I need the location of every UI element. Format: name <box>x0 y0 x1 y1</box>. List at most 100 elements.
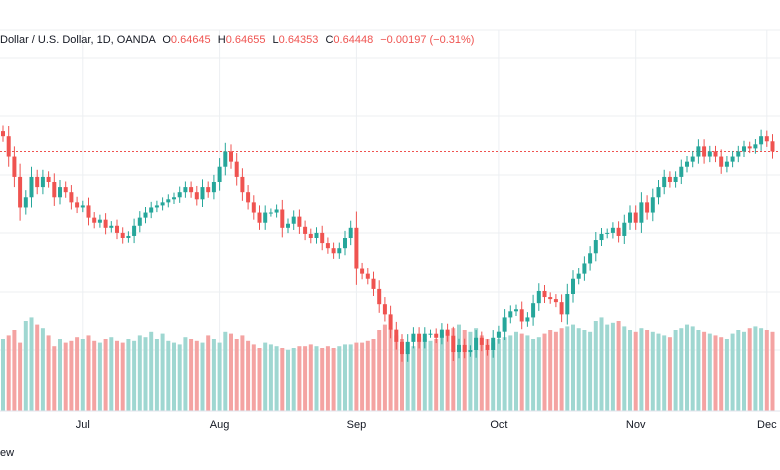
candle-body <box>126 235 131 238</box>
candle-body <box>702 146 707 157</box>
volume-bar <box>183 337 188 411</box>
volume-bar <box>320 348 325 411</box>
volume-bar <box>103 339 108 411</box>
candle-body <box>673 176 678 182</box>
candle-body <box>12 156 17 177</box>
volume-bar <box>394 335 399 411</box>
volume-bar <box>479 335 484 411</box>
x-tick-label: Sep <box>347 419 367 431</box>
candle-body <box>308 233 313 238</box>
candle-body <box>263 212 268 223</box>
volume-bar <box>639 328 644 411</box>
volume-bar <box>286 349 290 411</box>
volume-bar <box>268 344 273 411</box>
candle-body <box>764 136 769 142</box>
candle-body <box>183 187 188 193</box>
volume-bar <box>240 335 245 411</box>
volume-bar <box>451 328 456 411</box>
volume-bar <box>582 330 587 411</box>
candle-body <box>132 225 137 236</box>
close-label: C <box>325 34 333 46</box>
volume-bar <box>69 340 74 411</box>
volume-bars <box>1 317 775 411</box>
volume-bar <box>445 331 450 411</box>
volume-bar <box>405 342 410 411</box>
volume-bar <box>747 328 752 411</box>
candle-body <box>645 202 650 213</box>
volume-bar <box>713 335 718 411</box>
candle-body <box>154 205 159 208</box>
candle-body <box>320 232 325 244</box>
candle-body <box>109 225 114 228</box>
candle-body <box>690 156 695 162</box>
volume-bar <box>759 328 764 411</box>
candle-body <box>388 314 393 330</box>
volume-bar <box>502 337 507 411</box>
volume-bar <box>337 346 342 411</box>
candle-body <box>593 240 598 254</box>
candle-body <box>223 151 228 167</box>
volume-bar <box>217 342 222 411</box>
candle-body <box>730 156 735 162</box>
candle-body <box>548 297 553 300</box>
volume-bar <box>565 326 570 411</box>
candle-body <box>52 182 57 198</box>
x-tick-label: Jul <box>76 419 90 431</box>
candle-body <box>400 341 404 355</box>
volume-bar <box>365 340 370 411</box>
volume-bar <box>536 337 541 411</box>
candle-body <box>588 253 593 264</box>
volume-bar <box>508 335 513 411</box>
volume-bar <box>439 335 444 411</box>
open-value: 0.64645 <box>171 34 211 46</box>
volume-bar <box>1 339 5 411</box>
candle-body <box>599 233 604 241</box>
candle-body <box>571 278 575 294</box>
volume-bar <box>377 330 382 411</box>
candle-body <box>143 212 148 218</box>
volume-bar <box>519 333 524 411</box>
candle-body <box>662 176 667 188</box>
candle-body <box>508 311 513 318</box>
volume-bar <box>468 331 473 411</box>
volume-bar <box>291 348 296 411</box>
candle-body <box>137 217 142 226</box>
candle-body <box>696 146 701 157</box>
volume-bar <box>553 331 558 411</box>
volume-bar <box>622 326 627 411</box>
candle-body <box>234 161 239 177</box>
volume-bar <box>297 346 302 411</box>
volume-bar <box>194 340 199 411</box>
volume-bar <box>58 339 62 411</box>
volume-bar <box>308 344 313 411</box>
volume-bar <box>257 348 262 411</box>
volume-bar <box>417 337 422 411</box>
candle-body <box>724 161 729 167</box>
candle-body <box>485 344 490 350</box>
volume-bar <box>599 317 604 411</box>
volume-bar <box>514 331 518 411</box>
volume-bar <box>588 331 593 411</box>
candle-body <box>149 207 154 213</box>
candle-body <box>115 225 119 233</box>
candle-body <box>628 212 632 223</box>
volume-bar <box>593 321 598 411</box>
volume-bar <box>132 340 137 411</box>
candle-body <box>297 216 302 227</box>
candle-body <box>189 187 194 193</box>
volume-bar <box>160 333 165 411</box>
candle-body <box>753 144 758 149</box>
volume-bar <box>251 344 256 411</box>
candle-body <box>240 176 245 193</box>
volume-bar <box>633 331 638 411</box>
candle-body <box>120 232 125 238</box>
candle-body <box>445 329 450 336</box>
candle-body <box>63 187 68 193</box>
candle-body <box>707 151 712 157</box>
candle-body <box>742 146 746 152</box>
candle-body <box>229 151 233 162</box>
close-value: 0.64448 <box>333 34 373 46</box>
volume-bar <box>667 337 672 411</box>
candle-body <box>58 187 62 198</box>
volume-bar <box>154 339 159 411</box>
